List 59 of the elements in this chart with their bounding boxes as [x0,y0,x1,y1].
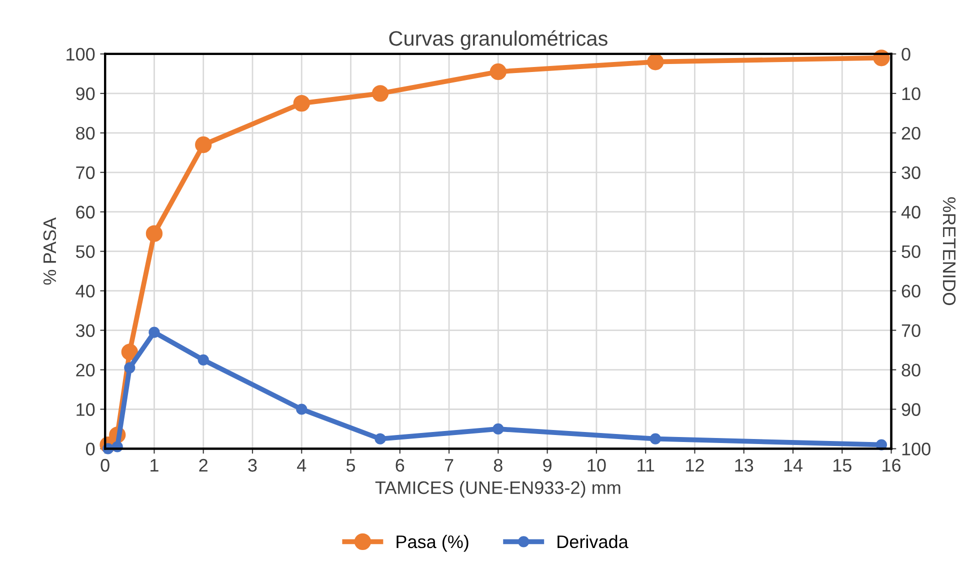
y2-tick-label: 30 [902,166,920,180]
point [195,136,212,154]
point [293,94,310,112]
point [647,54,664,70]
point [124,362,136,374]
x-tick-label: 4 [297,459,306,472]
x-tick-label: 2 [199,458,208,472]
x-tick-label: 5 [346,459,356,472]
y2-tick-label: 80 [902,364,920,376]
x-tick-label: 15 [833,459,852,472]
point [374,433,386,444]
y-tick-label: 60 [76,206,95,219]
x-tick-label: 0 [100,458,110,472]
chart-title: Curvas granulométricas [389,30,608,50]
legend-label: Pasa (%) [396,534,468,552]
point [148,326,160,338]
x-tick-label: 9 [543,458,552,472]
legend-label: Derivada [558,534,628,548]
y-tick-label: 70 [76,166,95,180]
point [296,404,308,415]
x-tick-label: 7 [444,459,454,472]
y2-tick-label: 60 [902,284,920,298]
y-tick-label: 80 [76,126,95,140]
x-tick-label: 3 [248,458,257,472]
point [146,225,163,242]
point [650,433,661,444]
y2-tick-label: 90 [902,403,920,416]
x-axis-title: TAMICES (UNE-EN933-2) mm [375,480,620,498]
y-tick-label: 100 [66,48,95,61]
y2-tick-label: 70 [902,324,920,338]
y2-tick-label: 40 [901,206,920,219]
y-tick-label: 90 [76,87,95,100]
y2-axis-title: %RETENIDO [942,197,956,306]
point [372,85,389,102]
x-tick-label: 14 [784,459,803,472]
y2-tick-label: 10 [902,87,920,100]
x-tick-label: 16 [882,458,901,472]
x-tick-label: 12 [686,458,704,472]
y-tick-label: 0 [86,442,95,456]
y2-tick-label: 100 [902,442,930,456]
point [492,423,504,435]
y-tick-label: 50 [76,245,95,258]
point [490,63,507,80]
x-tick-label: 10 [588,458,606,472]
x-tick-label: 6 [396,458,404,472]
y2-tick-label: 50 [902,245,920,258]
y2-tick-label: 0 [902,48,910,61]
point [198,354,209,366]
point [121,344,138,360]
y-tick-label: 30 [76,324,95,338]
x-tick-label: 11 [638,459,654,472]
x-tick-label: 13 [735,458,754,472]
y-axis-title: % PASA [43,217,56,285]
y-tick-label: 40 [76,284,95,298]
x-tick-label: 8 [494,458,502,472]
y-tick-label: 10 [76,403,95,416]
x-tick-label: 1 [150,459,158,472]
y2-tick-label: 20 [902,126,920,140]
y-tick-label: 20 [76,364,95,376]
